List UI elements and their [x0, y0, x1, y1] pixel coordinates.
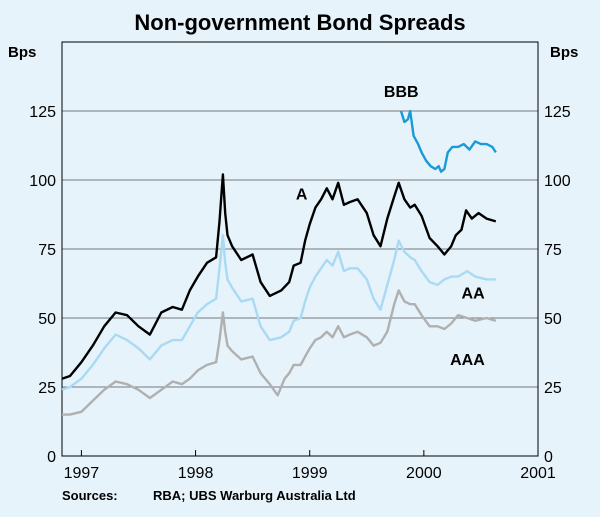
- y-tick-label-left: 75: [38, 242, 56, 259]
- x-tick-label: 1998: [178, 465, 214, 482]
- x-tick-label: 1997: [64, 465, 100, 482]
- y-tick-label-right: 50: [544, 311, 562, 328]
- sources-text: RBA; UBS Warburg Australia Ltd: [153, 488, 356, 503]
- y-tick-label-left: 125: [29, 104, 56, 121]
- x-tick-label: 2000: [406, 465, 442, 482]
- y-tick-label-right: 25: [544, 380, 562, 397]
- x-tick-label: 1999: [292, 465, 328, 482]
- y-tick-label-left: 50: [38, 311, 56, 328]
- series-label-bbb: BBB: [384, 84, 419, 101]
- y-tick-labels: 0 0 25 25 50 50 75 75 100 100 125 125: [29, 104, 571, 466]
- y-tick-label-right: 125: [544, 104, 571, 121]
- y-tick-label-right: 100: [544, 173, 571, 190]
- x-tick-labels: 1997 1998 1999 2000 2001: [64, 450, 556, 482]
- series-line-a: [61, 173, 497, 380]
- y-axis-label-right: Bps: [550, 44, 578, 61]
- y-axis-label-left: Bps: [8, 44, 36, 61]
- x-tick-label: 2001: [520, 465, 556, 482]
- y-tick-label-left: 100: [29, 173, 56, 190]
- sources-label: Sources:: [62, 488, 118, 503]
- series-line-bbb: [399, 109, 497, 173]
- series-label-aa: AA: [462, 286, 486, 303]
- y-tick-label-right: 75: [544, 242, 562, 259]
- series-line-aaa: [62, 289, 497, 416]
- series-lines: [61, 109, 497, 416]
- chart-title: Non-government Bond Spreads: [134, 10, 465, 35]
- series-label-a: A: [296, 186, 308, 203]
- y-tick-label-right: 0: [544, 449, 553, 466]
- y-tick-label-left: 0: [47, 449, 56, 466]
- series-label-aaa: AAA: [450, 352, 485, 369]
- series-line-aa: [61, 234, 496, 391]
- y-tick-label-left: 25: [38, 380, 56, 397]
